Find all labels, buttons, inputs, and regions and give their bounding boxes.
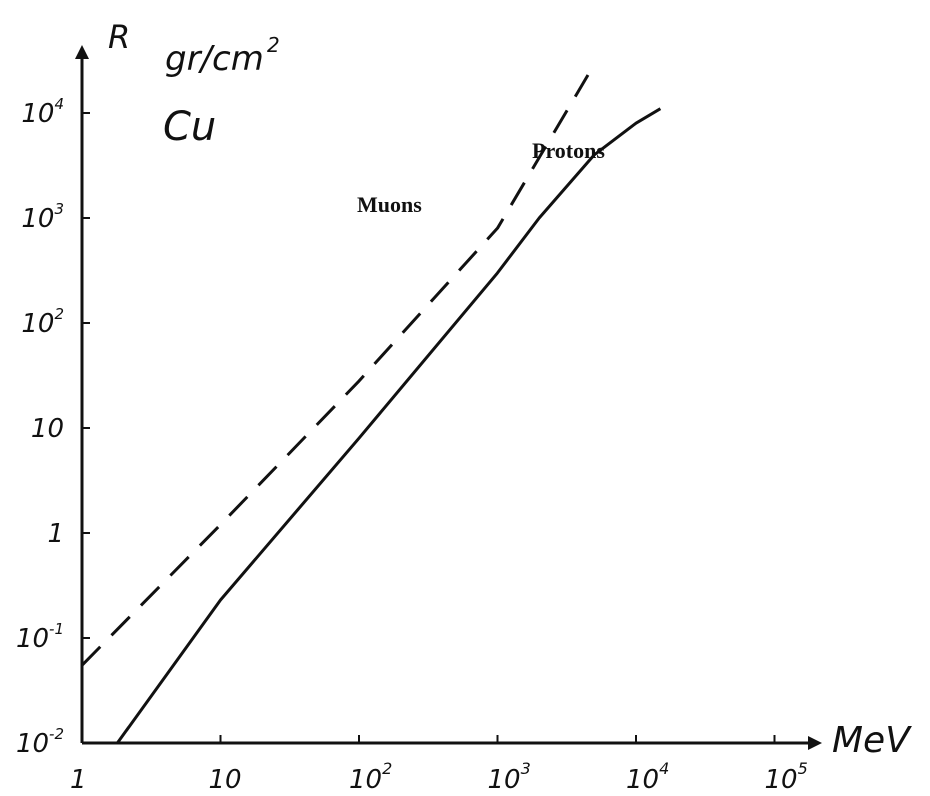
material-label: Cu: [163, 104, 216, 150]
x-tick-label-base: 10: [626, 765, 659, 795]
x-tick-label: 105: [765, 759, 808, 795]
series-line-muons: [80, 74, 590, 667]
y-tick-label-base: 10: [21, 204, 54, 234]
x-tick-label-exp: 4: [659, 759, 669, 778]
y-tick-label-base: 10: [16, 729, 49, 759]
y-tick-label: 10-1: [16, 620, 64, 654]
y-tick-label-exp: 4: [54, 95, 64, 113]
y-tick-label: 10-2: [16, 725, 64, 759]
x-tick-label: 102: [349, 759, 392, 795]
x-tick-label-base: 10: [765, 765, 798, 795]
y-tick-label: 1: [47, 519, 64, 549]
x-axis-label: MeV: [832, 720, 912, 761]
x-tick-label: 103: [488, 759, 531, 795]
y-axis-label: R: [108, 18, 130, 56]
y-tick-label: 104: [21, 95, 64, 129]
x-tick-label: 1: [70, 765, 87, 795]
x-tick-label-exp: 3: [521, 759, 531, 778]
series-label-protons: Protons: [532, 138, 605, 163]
y-tick-label-base: 10: [31, 414, 64, 444]
x-tick-label-exp: 5: [798, 759, 808, 778]
series-layer: [80, 74, 662, 744]
y-tick-label: 10: [31, 414, 64, 444]
y-axis-unit: gr/cm 2: [165, 33, 280, 79]
series-label-muons: Muons: [357, 192, 422, 217]
y-tick-label: 102: [21, 305, 64, 339]
x-tick-label: 104: [626, 759, 669, 795]
y-tick-label: 103: [21, 200, 64, 234]
y-tick-label-exp: -2: [49, 725, 64, 743]
y-tick-label-base: 10: [21, 309, 54, 339]
series-line-protons: [116, 107, 662, 744]
x-tick-label-exp: 2: [382, 759, 392, 778]
y-tick-label-exp: 3: [54, 200, 64, 218]
x-tick-label-base: 1: [70, 765, 87, 795]
y-tick-label-base: 10: [16, 624, 49, 654]
y-tick-label-exp: -1: [49, 620, 64, 638]
y-axis-unit-exp: 2: [267, 33, 280, 57]
y-axis-unit-base: gr/cm: [165, 39, 264, 79]
x-tick-label-base: 10: [349, 765, 382, 795]
y-tick-label-base: 1: [47, 519, 64, 549]
y-tick-label-exp: 2: [54, 305, 64, 323]
x-tick-group: 1 10 102 103 104 105: [70, 735, 808, 795]
x-tick-label-base: 10: [209, 765, 242, 795]
y-tick-label-base: 10: [21, 99, 54, 129]
x-tick-label-base: 10: [488, 765, 521, 795]
x-tick-label: 10: [209, 765, 242, 795]
